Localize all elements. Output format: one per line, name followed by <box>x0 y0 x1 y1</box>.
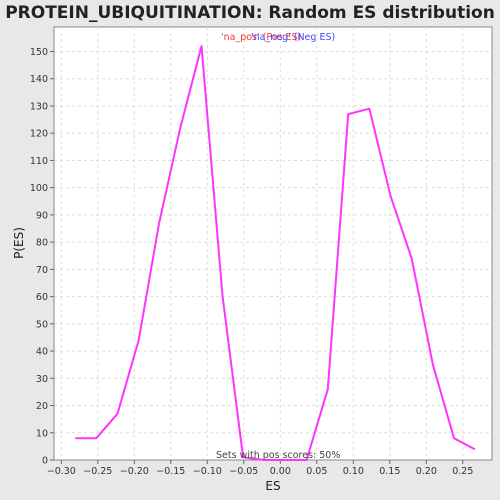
y-tick-label: 130 <box>30 101 48 112</box>
chart-title: PROTEIN_UBIQUITINATION: Random ES distri… <box>5 3 495 23</box>
y-axis-label: P(ES) <box>12 227 26 259</box>
series-point <box>473 448 476 450</box>
y-tick-label: 50 <box>36 319 48 330</box>
series-point <box>453 437 455 440</box>
y-tick-label: 100 <box>30 183 48 194</box>
series-point <box>75 437 77 440</box>
y-tick-label: 140 <box>30 74 48 85</box>
series-line <box>75 45 475 461</box>
y-tick-label: 80 <box>36 238 48 249</box>
y-tick-label: 20 <box>36 401 48 412</box>
series-point <box>284 459 287 461</box>
plot-area <box>53 26 493 461</box>
legend: 'na_pos' (Pos ES) 'na_neg' (Neg ES) <box>221 32 335 43</box>
y-tick-label: 150 <box>30 47 48 58</box>
x-tick-label: 0.15 <box>379 466 400 477</box>
y-tick-label: 0 <box>42 456 48 467</box>
series-point <box>389 195 392 197</box>
x-tick-label: 0.00 <box>270 466 291 477</box>
axes: 0 10 20 30 40 50 60 70 80 90 100 110 120 130 140 150 −0.… <box>30 47 474 477</box>
annotation-pos-scores: Sets with pos scores: 50% <box>216 450 340 461</box>
x-tick-label: −0.05 <box>229 466 258 477</box>
series-point <box>242 456 244 459</box>
series-layer <box>75 45 476 461</box>
legend-neg-label: 'na_neg' (Neg ES) <box>251 32 335 43</box>
series-point <box>95 437 98 440</box>
x-axis-label: ES <box>265 479 280 493</box>
series-point <box>158 222 160 224</box>
grid <box>54 27 492 460</box>
y-tick-label: 60 <box>36 292 48 303</box>
series-point <box>200 45 203 47</box>
series-point <box>368 107 371 110</box>
x-tick-label: −0.10 <box>193 466 222 477</box>
y-tick-label: 70 <box>36 265 48 276</box>
series-point <box>410 257 413 260</box>
x-tick-label: 0.20 <box>416 466 437 477</box>
series-point <box>137 339 140 341</box>
series-point <box>179 126 182 129</box>
x-tick-label: 0.25 <box>452 466 473 477</box>
y-tick-label: 120 <box>30 129 48 140</box>
series-point <box>116 412 119 415</box>
x-tick-label: −0.30 <box>47 466 76 477</box>
y-tick-label: 10 <box>36 428 48 439</box>
series-point <box>347 113 349 115</box>
series-point <box>305 459 308 461</box>
x-tick-label: 0.05 <box>306 466 327 477</box>
series-point <box>432 363 434 366</box>
series-point <box>326 388 329 390</box>
y-tick-label: 40 <box>36 347 48 358</box>
y-tick-label: 30 <box>36 374 48 385</box>
y-tick-label: 90 <box>36 210 48 221</box>
x-tick-label: −0.15 <box>156 466 185 477</box>
x-tick-label: 0.10 <box>343 466 364 477</box>
y-tick-label: 110 <box>30 156 48 167</box>
series-point <box>263 459 266 461</box>
x-tick-label: −0.25 <box>83 466 112 477</box>
x-tick-label: −0.20 <box>120 466 149 477</box>
series-point <box>221 295 224 298</box>
legend-pos-label: 'na_pos' (Pos ES) <box>221 32 301 43</box>
